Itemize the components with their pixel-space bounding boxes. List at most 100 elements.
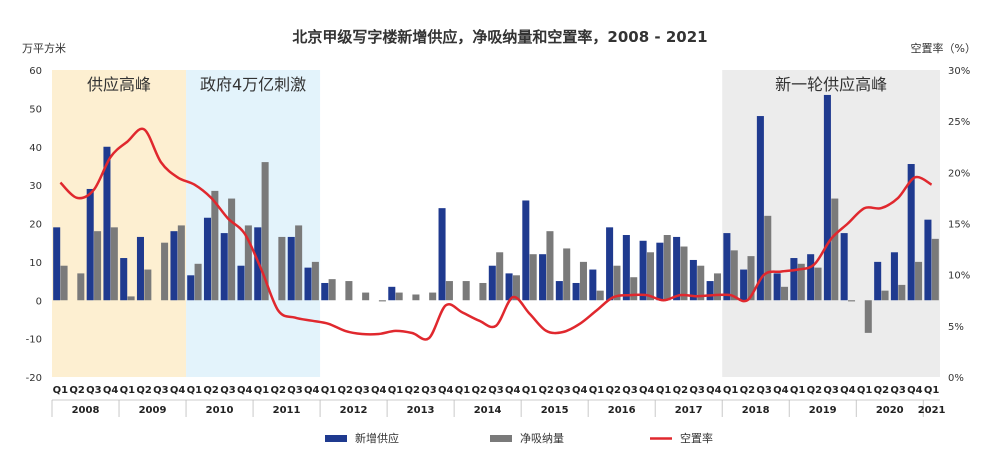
absorption-bar	[864, 300, 872, 333]
supply-bar	[589, 269, 597, 301]
legend-label: 空置率	[680, 431, 713, 445]
y-tick-left: -20	[26, 373, 42, 384]
supply-bar	[807, 254, 815, 301]
x-tick-quarter: Q3	[488, 385, 504, 396]
absorption-bar	[630, 277, 638, 301]
x-tick-quarter: Q1	[254, 385, 270, 396]
band-label: 政府4万亿刺激	[200, 75, 306, 94]
x-tick-year: 2013	[407, 405, 435, 416]
y-tick-right: 5%	[948, 322, 964, 333]
x-tick-quarter: Q2	[606, 385, 622, 396]
absorption-bar	[898, 284, 906, 301]
absorption-bar	[496, 252, 504, 301]
y-ticks: 60 50 40 30 20 10 0 -10 -20 30% 25% 20% 15% 10% 5% 0%	[26, 66, 971, 384]
x-tick-quarter: Q1	[522, 385, 538, 396]
absorption-bar	[848, 300, 856, 302]
x-tick-year: 2020	[876, 405, 904, 416]
x-tick-year: 2008	[72, 405, 100, 416]
x-tick-quarter: Q1	[120, 385, 136, 396]
y-tick-right: 15%	[948, 220, 970, 231]
legend: 新增供应 净吸纳量 空置率	[325, 431, 713, 445]
absorption-bar	[713, 273, 722, 301]
supply-bar	[555, 281, 563, 301]
x-tick-quarter: Q1	[857, 385, 873, 396]
supply-bar	[689, 259, 697, 301]
absorption-bar	[780, 286, 789, 301]
x-tick-quarter: Q4	[907, 385, 923, 396]
absorption-bar	[479, 282, 487, 301]
supply-bar	[237, 265, 245, 301]
supply-bar	[120, 258, 128, 301]
supply-bar	[790, 258, 798, 301]
x-tick-quarter: Q3	[890, 385, 906, 396]
supply-bar	[572, 282, 580, 301]
supply-bar	[321, 282, 329, 301]
x-tick-quarter: Q3	[689, 385, 705, 396]
x-tick-quarter: Q3	[287, 385, 303, 396]
x-tick-year: 2017	[675, 405, 703, 416]
supply-bar	[723, 233, 731, 301]
supply-bar	[773, 273, 781, 301]
supply-bar	[874, 261, 882, 301]
absorption-bar	[177, 225, 185, 301]
supply-bar	[622, 235, 630, 301]
x-tick-quarter: Q1	[455, 385, 471, 396]
absorption-bar	[328, 279, 336, 301]
absorption-bar	[60, 265, 68, 301]
absorption-bar	[278, 236, 286, 301]
x-tick-quarter: Q3	[86, 385, 102, 396]
absorption-bar	[831, 198, 839, 301]
supply-bar	[438, 208, 446, 301]
x-tick-quarter: Q3	[220, 385, 236, 396]
x-tick-quarter: Q3	[421, 385, 437, 396]
absorption-bar	[563, 248, 571, 301]
bars	[53, 94, 939, 333]
supply-bar	[388, 286, 396, 301]
x-tick-quarter: Q4	[773, 385, 789, 396]
supply-bar	[706, 281, 714, 301]
x-tick-quarter: Q2	[136, 385, 152, 396]
x-tick-quarter: Q4	[840, 385, 856, 396]
x-tick-quarter: Q2	[203, 385, 219, 396]
y-tick-left: 30	[29, 181, 42, 192]
x-tick-quarter: Q2	[539, 385, 555, 396]
x-tick-quarter: Q1	[589, 385, 605, 396]
x-tick-year: 2021	[918, 405, 946, 416]
absorption-bar	[529, 254, 537, 301]
x-tick-year: 2009	[139, 405, 167, 416]
absorption-bar	[881, 290, 889, 301]
x-tick-quarter: Q1	[388, 385, 404, 396]
absorption-bar	[931, 238, 939, 301]
supply-bar	[220, 233, 228, 301]
absorption-bar	[194, 263, 202, 301]
supply-bar	[673, 236, 681, 301]
supply-bar	[823, 94, 831, 301]
highlight-band	[52, 70, 187, 377]
supply-bar	[187, 275, 195, 301]
absorption-bar	[680, 246, 688, 301]
supply-bar	[170, 231, 178, 301]
absorption-bar	[613, 265, 621, 301]
x-tick-quarter: Q2	[807, 385, 823, 396]
x-tick-quarter: Q2	[337, 385, 353, 396]
supply-bar	[639, 240, 647, 301]
absorption-bar	[797, 263, 805, 301]
absorption-bar	[94, 231, 102, 301]
legend-swatch	[490, 435, 512, 442]
band-label: 新一轮供应高峰	[775, 75, 887, 94]
band-label: 供应高峰	[87, 75, 151, 94]
absorption-bar	[546, 231, 554, 301]
x-tick-year: 2014	[474, 405, 502, 416]
absorption-bar	[512, 275, 520, 301]
supply-bar	[606, 227, 614, 301]
x-tick-quarter: Q4	[639, 385, 655, 396]
absorption-bar	[915, 261, 923, 301]
y-tick-left: 50	[29, 104, 42, 115]
x-tick-quarter: Q4	[237, 385, 253, 396]
x-tick-quarter: Q2	[740, 385, 756, 396]
x-tick-quarter: Q4	[170, 385, 186, 396]
x-tick-quarter: Q1	[790, 385, 806, 396]
y-tick-left: 40	[29, 143, 42, 154]
supply-bar	[840, 233, 848, 301]
